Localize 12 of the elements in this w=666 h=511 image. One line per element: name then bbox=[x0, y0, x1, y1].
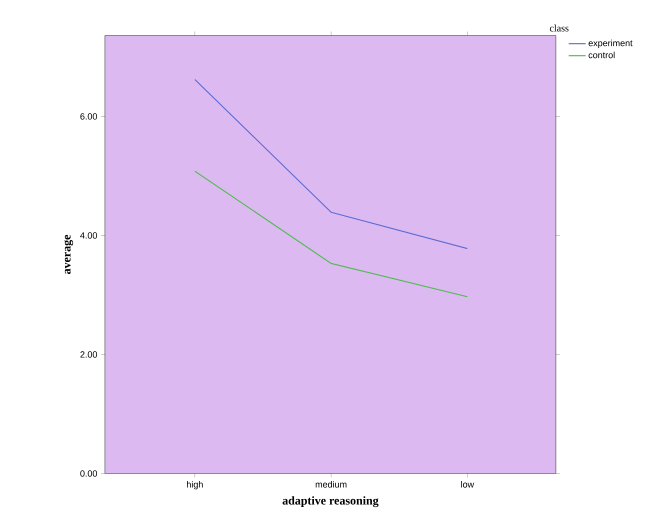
legend-label: experiment bbox=[588, 40, 633, 48]
x-tick-label: medium bbox=[316, 481, 346, 488]
x-tick-label: high bbox=[187, 481, 203, 490]
y-tick-label: 0.00 bbox=[80, 470, 98, 477]
legend-label: control bbox=[588, 52, 615, 58]
x-tick-label: low bbox=[461, 481, 474, 488]
legend-title: class bbox=[550, 24, 569, 32]
y-tick-label: 6.00 bbox=[80, 113, 98, 120]
y-axis-title: average bbox=[64, 234, 74, 274]
x-axis-title: adaptive reasoning bbox=[282, 496, 379, 508]
y-tick-label: 2.00 bbox=[80, 351, 98, 358]
y-tick-label: 4.00 bbox=[80, 232, 98, 239]
